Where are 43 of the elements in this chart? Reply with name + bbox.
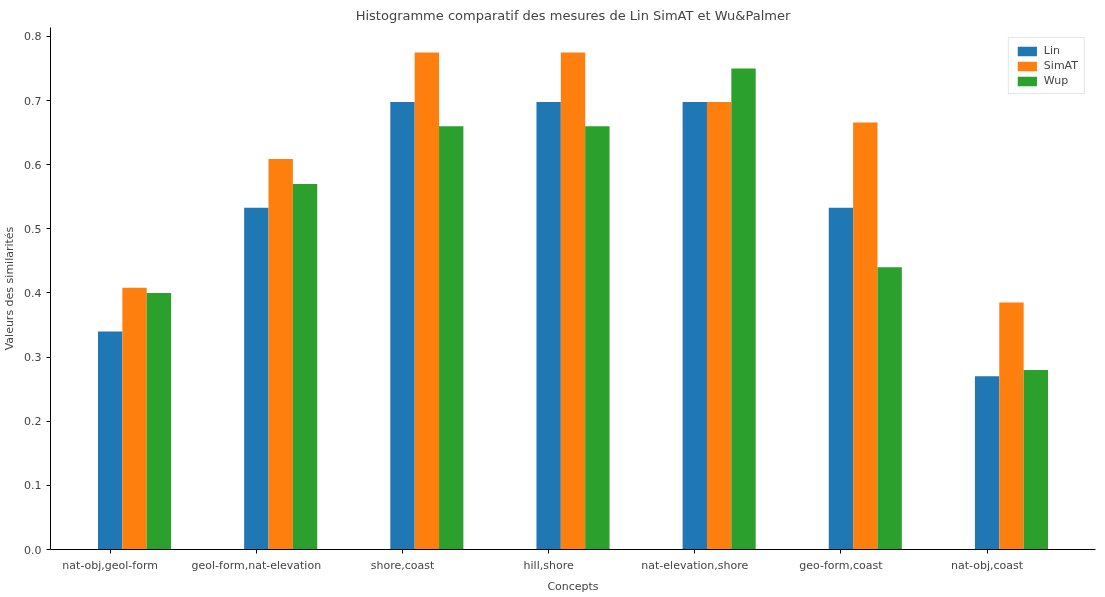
x-tick-label: hill,shore	[523, 558, 574, 572]
bar	[98, 331, 123, 550]
y-tick-label: 0.6	[24, 158, 42, 172]
legend-label: Wup	[1043, 74, 1069, 87]
x-tick-label: nat-obj,coast	[951, 558, 1024, 572]
legend-label: Lin	[1043, 44, 1061, 57]
y-tick-label: 0.5	[24, 222, 42, 236]
bar	[682, 101, 707, 550]
bar	[828, 207, 854, 550]
x-tick-label: nat-obj,geol-form	[62, 558, 158, 572]
y-tick-label: 0.4	[24, 286, 42, 300]
bar	[731, 68, 756, 550]
bar	[268, 158, 293, 550]
bar	[439, 126, 464, 550]
legend-label: SimAT	[1043, 59, 1078, 72]
x-tick-label: nat-elevation,shore	[641, 558, 749, 572]
bar	[536, 101, 561, 550]
y-tick-label: 0.2	[24, 415, 42, 429]
bar	[877, 267, 902, 550]
x-tick-label: geo-form,coast	[799, 558, 884, 572]
y-tick-label: 0.7	[24, 94, 42, 108]
bar	[390, 101, 415, 550]
bar	[244, 207, 269, 550]
bar	[292, 183, 318, 550]
y-tick-label: 0.1	[24, 479, 42, 493]
bar	[853, 122, 878, 550]
bar	[999, 302, 1024, 550]
bar	[1023, 369, 1048, 550]
bar	[146, 292, 172, 550]
y-tick-label: 0.0	[24, 543, 42, 557]
bar	[122, 287, 147, 550]
bar	[414, 52, 440, 550]
y-tick-label: 0.3	[24, 351, 42, 365]
y-tick-label: 0.8	[24, 30, 42, 44]
x-axis-title: Concepts	[547, 579, 599, 593]
chart-title: Histogramme comparatif des mesures de Lin SimAT et Wu&Palmer	[355, 7, 791, 23]
bar	[585, 126, 610, 550]
bar	[706, 101, 732, 550]
x-tick-label: geol-form,nat-elevation	[191, 558, 322, 572]
bar	[974, 376, 1000, 550]
x-tick-label: shore,coast	[370, 558, 435, 572]
bar	[560, 52, 586, 550]
y-axis-title: Valeurs des similarités	[3, 226, 17, 351]
